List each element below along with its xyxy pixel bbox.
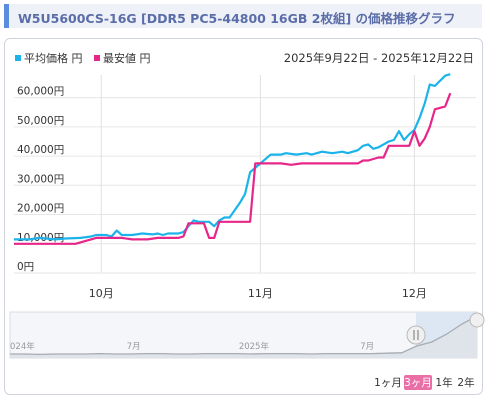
range-button-label[interactable]: 3ヶ月 [404, 377, 432, 389]
range-button-2[interactable] [404, 375, 432, 390]
range-button-label[interactable]: 1年 [435, 376, 452, 389]
y-tick-label: 0円 [17, 261, 34, 273]
navigator-label: 2025年 [239, 341, 270, 352]
navigator-label: 024年 [10, 341, 35, 352]
range-button-1[interactable] [374, 375, 402, 390]
x-tick-label: 10月 [89, 287, 114, 300]
legend-min-swatch [94, 55, 100, 61]
navigator-left-handle[interactable] [406, 325, 426, 345]
y-tick-label: 30,000円 [17, 173, 64, 185]
navigator-right-handle[interactable] [469, 312, 485, 328]
x-tick-label: 11月 [248, 287, 273, 300]
legend-avg-swatch [15, 55, 21, 61]
title-bar: W5U5600CS-16G [DDR5 PC5-44800 16GB 2枚組] … [4, 4, 482, 28]
date-range: 2025年9月22日 - 2025年12月22日 [284, 51, 474, 65]
legend-min-label: 最安値 円 [103, 51, 151, 65]
legend-avg-label: 平均価格 円 [24, 51, 83, 65]
navigator-label: 7月 [127, 342, 141, 352]
y-tick-label: 60,000円 [17, 86, 64, 98]
x-tick-label: 12月 [402, 287, 427, 300]
page-title: W5U5600CS-16G [DDR5 PC5-44800 16GB 2枚組] … [18, 11, 456, 26]
range-button-3[interactable] [434, 375, 454, 390]
range-button-4[interactable] [456, 375, 476, 390]
range-button-label[interactable]: 2年 [457, 376, 474, 389]
avg-price-line [14, 73, 451, 241]
navigator-trend-line [10, 315, 478, 356]
navigator-area [10, 316, 477, 358]
navigator-label: 7月 [360, 342, 374, 352]
min-price-line [14, 92, 452, 245]
y-tick-label: 20,000円 [17, 203, 64, 215]
y-tick-label: 40,000円 [17, 144, 64, 156]
y-tick-label: 50,000円 [17, 115, 64, 127]
range-button-label[interactable]: 1ヶ月 [374, 377, 402, 389]
